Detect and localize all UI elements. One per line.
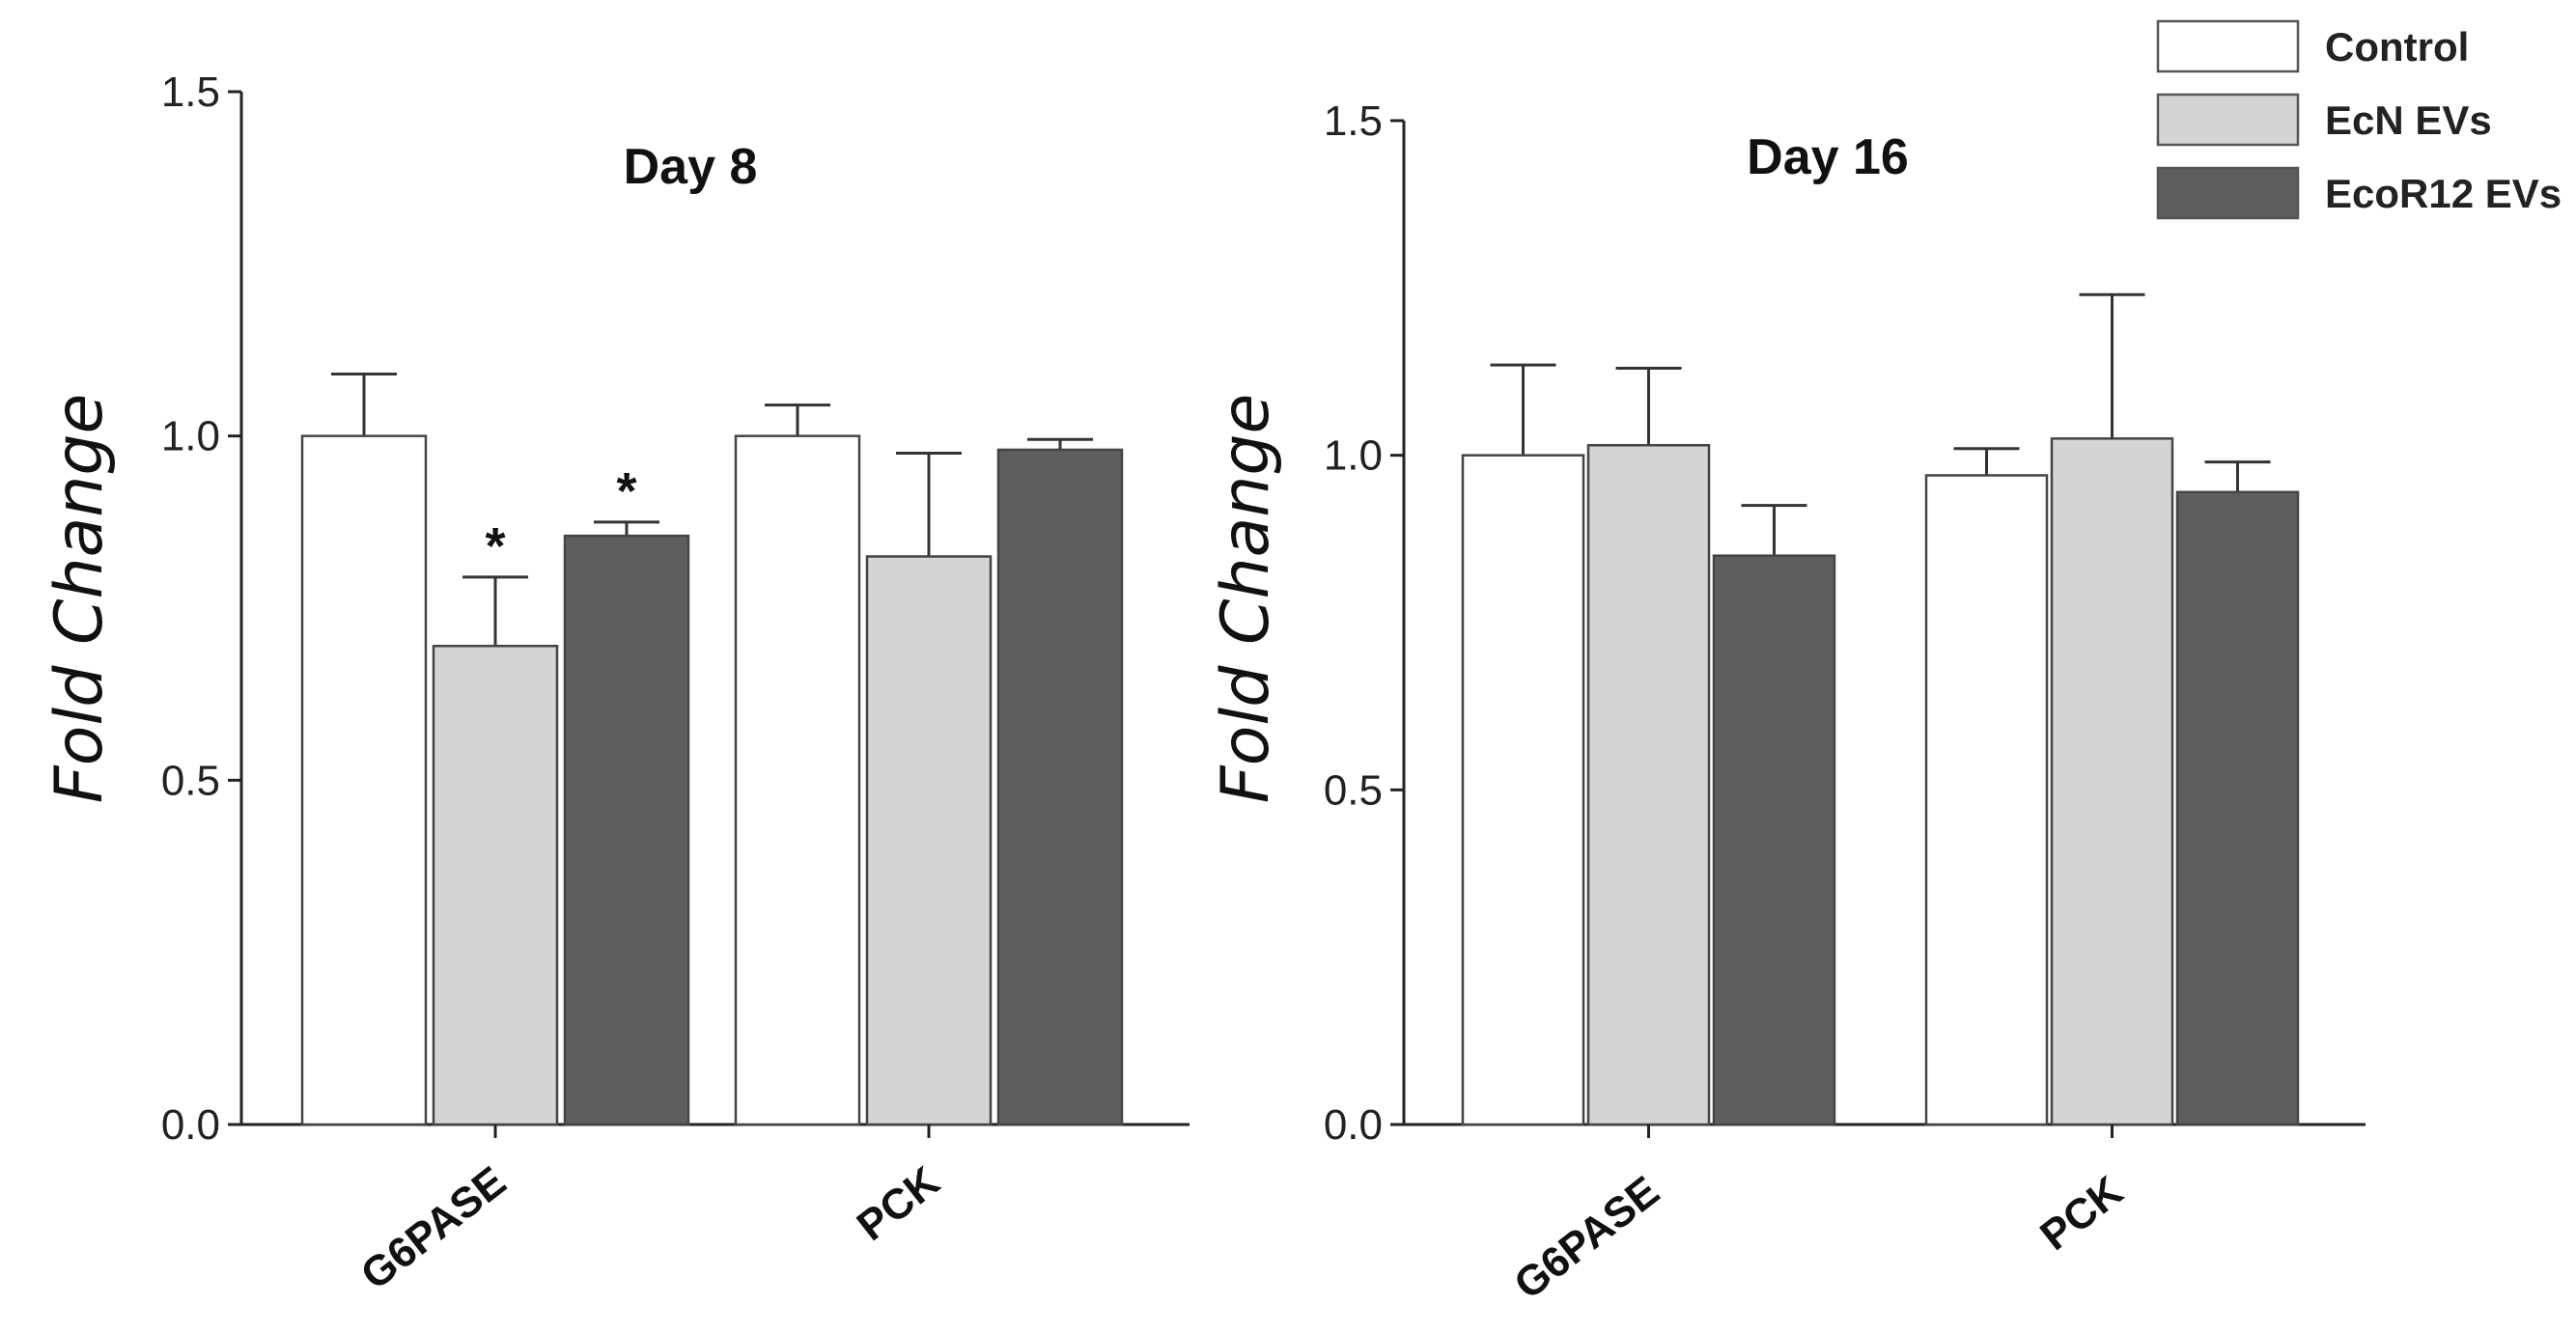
legend-swatch-ecn-evs bbox=[2156, 93, 2300, 147]
legend-label-control: Control bbox=[2325, 24, 2469, 69]
y-tick-label: 0.0 bbox=[161, 1101, 220, 1149]
x-tick-label-pck: PCK bbox=[849, 1157, 949, 1250]
y-tick-label: 1.5 bbox=[161, 69, 220, 116]
bar-pck-control bbox=[1924, 474, 2049, 1126]
bar-g6pase-ecn-evs bbox=[432, 644, 559, 1126]
y-tick-label: 0.5 bbox=[161, 757, 220, 804]
bar-g6pase-ecor12-evs bbox=[1712, 554, 1836, 1126]
legend-label-ecor12-evs: EcoR12 EVs bbox=[2325, 171, 2562, 216]
chart-title: Day 16 bbox=[1747, 129, 1909, 185]
y-axis-label: Fold Change bbox=[1208, 394, 1284, 804]
panel-day-16: 0.0 0.5 1.0 1.5 Fold Change Day 16 G6PASE PCK bbox=[1208, 97, 2366, 1309]
significance-marker: * bbox=[485, 517, 505, 575]
bar-pck-control bbox=[734, 434, 861, 1126]
bar-g6pase-ecn-evs bbox=[1586, 444, 1711, 1126]
y-tick-label: 0.0 bbox=[1324, 1101, 1383, 1149]
x-tick-label-g6pase: G6PASE bbox=[1505, 1167, 1667, 1309]
legend: Control EcN EVs EcoR12 EVs bbox=[2156, 19, 2562, 220]
panel-day-8: 0.0 0.5 1.0 1.5 Fold Change Day 8 * * G6PASE PCK bbox=[42, 69, 1190, 1299]
bar-g6pase-ecor12-evs bbox=[563, 534, 690, 1126]
legend-swatch-control bbox=[2156, 19, 2300, 73]
chart-title: Day 8 bbox=[624, 139, 758, 195]
y-tick-label: 1.0 bbox=[161, 413, 220, 460]
x-tick-label-g6pase: G6PASE bbox=[352, 1157, 515, 1299]
y-axis-label: Fold Change bbox=[42, 394, 118, 804]
bar-pck-ecn-evs bbox=[2050, 437, 2174, 1126]
y-tick-label: 0.5 bbox=[1324, 766, 1383, 814]
bar-pck-ecor12-evs bbox=[996, 448, 1124, 1126]
x-tick-label-pck: PCK bbox=[2031, 1167, 2132, 1260]
bar-g6pase-control bbox=[1461, 454, 1585, 1126]
significance-marker: * bbox=[616, 462, 636, 520]
bar-g6pase-control bbox=[300, 434, 428, 1126]
y-tick-label: 1.0 bbox=[1324, 432, 1383, 480]
bar-pck-ecor12-evs bbox=[2175, 490, 2300, 1126]
legend-swatch-ecor12-evs bbox=[2156, 166, 2300, 220]
legend-label-ecn-evs: EcN EVs bbox=[2325, 97, 2492, 143]
y-tick-label: 1.5 bbox=[1324, 97, 1383, 145]
bar-pck-ecn-evs bbox=[865, 555, 993, 1126]
